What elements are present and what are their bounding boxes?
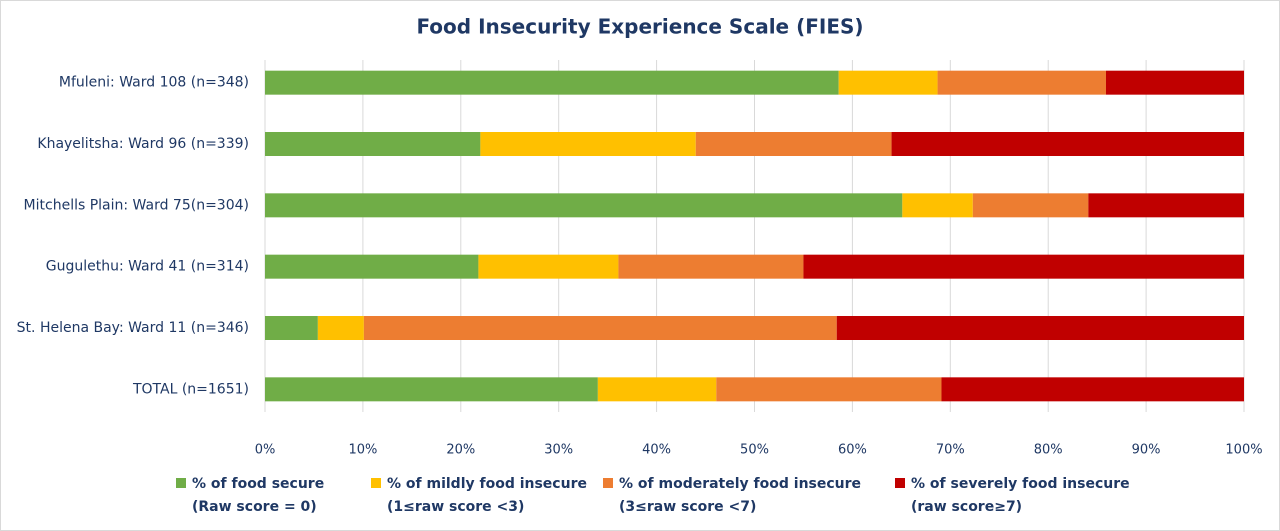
bar-segment (618, 254, 804, 279)
legend-label: % of severely food insecure (911, 476, 1130, 492)
y-tick-label: TOTAL (n=1651) (132, 381, 249, 397)
bar-segment (941, 377, 1244, 402)
bar-segment (317, 316, 364, 340)
x-tick-label: 90% (1132, 443, 1161, 458)
legend-sublabel: (3≤raw score <7) (619, 499, 756, 515)
y-tick-label: Khayelitsha: Ward 96 (n=339) (37, 136, 249, 152)
bar-segment (480, 132, 696, 156)
y-tick-label: Gugulethu: Ward 41 (n=314) (46, 259, 249, 275)
legend-swatch (603, 478, 613, 488)
bar-segment (265, 193, 903, 218)
legend-label: % of moderately food insecure (619, 476, 861, 492)
bar-segment (891, 132, 1244, 156)
bar-segment (265, 132, 481, 156)
bar-segment (363, 316, 837, 340)
legend-swatch (895, 478, 905, 488)
bar-segment (265, 377, 598, 402)
bar-segment (836, 316, 1244, 340)
x-tick-label: 60% (838, 443, 867, 458)
x-tick-label: 50% (740, 443, 769, 458)
y-tick-label: Mfuleni: Ward 108 (n=348) (59, 75, 249, 91)
x-tick-label: 70% (936, 443, 965, 458)
x-tick-label: 10% (348, 443, 377, 458)
x-tick-label: 20% (446, 443, 475, 458)
y-tick-label: St. Helena Bay: Ward 11 (n=346) (17, 320, 249, 336)
bar-segment (838, 70, 938, 95)
x-tick-label: 40% (642, 443, 671, 458)
legend-sublabel: (1≤raw score <3) (387, 499, 524, 515)
bar-segment (716, 377, 942, 402)
chart-title: Food Insecurity Experience Scale (FIES) (416, 15, 863, 39)
y-tick-label: Mitchells Plain: Ward 75(n=304) (24, 197, 249, 213)
bar-segment (695, 132, 892, 156)
x-tick-label: 80% (1034, 443, 1063, 458)
bar-segment (972, 193, 1089, 218)
legend-label: % of food secure (192, 476, 324, 492)
bar-segment (265, 316, 318, 340)
legend-swatch (176, 478, 186, 488)
x-tick-label: 0% (255, 443, 276, 458)
bar-segment (1088, 193, 1244, 218)
x-tick-label: 100% (1225, 443, 1262, 458)
bar-segment (265, 254, 479, 279)
x-tick-label: 30% (544, 443, 573, 458)
legend-sublabel: (raw score≥7) (911, 499, 1022, 515)
bar-segment (902, 193, 973, 218)
bar-segment (1105, 70, 1244, 95)
bar-segment (803, 254, 1244, 279)
bar-segment (937, 70, 1106, 95)
legend-label: % of mildly food insecure (387, 476, 587, 492)
legend-swatch (371, 478, 381, 488)
legend-sublabel: (Raw score = 0) (192, 499, 317, 515)
bar-segment (597, 377, 717, 402)
bar-segment (478, 254, 619, 279)
bar-segment (265, 70, 839, 95)
